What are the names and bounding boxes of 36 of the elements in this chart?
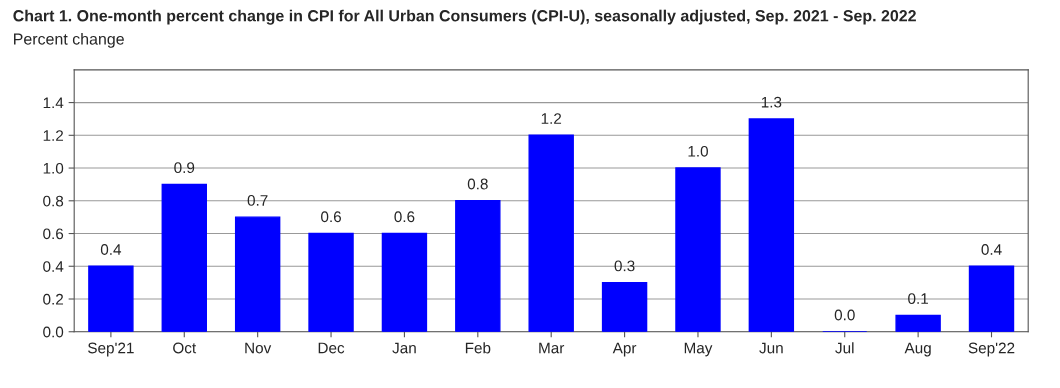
x-tick-label: Nov	[245, 342, 272, 354]
y-tick-label: 0.0	[43, 326, 64, 338]
y-tick-label: 1.2	[43, 130, 64, 141]
data-label: 1.2	[541, 113, 562, 124]
data-label: 0.6	[321, 211, 341, 223]
x-tick-label: Jun	[759, 342, 783, 354]
data-label: 0.9	[174, 162, 195, 174]
y-tick-label: 0.4	[43, 261, 64, 272]
data-label: 0.8	[467, 178, 488, 190]
data-label: 1.0	[688, 145, 708, 157]
x-tick-label: Apr	[612, 342, 637, 357]
y-tick-label: 0.8	[43, 195, 64, 207]
data-label: 0.6	[394, 211, 415, 223]
data-label: 0.4	[981, 244, 1002, 255]
data-label: 1.3	[761, 96, 782, 108]
x-tick-label: Oct	[173, 342, 197, 354]
x-tick-label: Jan	[392, 342, 416, 354]
x-tick-label: Sep'21	[88, 342, 134, 357]
x-tick-label: Feb	[465, 342, 491, 354]
x-tick-label: Dec	[318, 342, 345, 354]
x-tick-label: Jul	[835, 342, 854, 354]
y-tick-label: 0.6	[43, 228, 64, 240]
data-label: 0.0	[834, 309, 855, 321]
chart-subtitle: Percent change	[14, 32, 124, 48]
x-tick-label: Mar	[539, 342, 565, 354]
data-label: 0.3	[614, 260, 635, 272]
data-label: 0.7	[247, 194, 268, 206]
y-tick-label: 1.0	[43, 162, 64, 174]
chart-title: Chart 1. One-month percent change in CPI for All Urban Consumers (CPI-U), seasonally adjusted, Sep. 2021 - Sep. 2022	[13, 9, 916, 25]
y-tick-label: 0.2	[43, 293, 64, 305]
y-tick-label: 1.4	[43, 97, 64, 109]
x-tick-label: Sep'22	[968, 342, 1015, 357]
x-tick-label: Aug	[904, 342, 931, 357]
data-label: 0.4	[100, 244, 122, 255]
x-tick-label: May	[684, 342, 713, 357]
data-label: 0.1	[908, 293, 928, 305]
